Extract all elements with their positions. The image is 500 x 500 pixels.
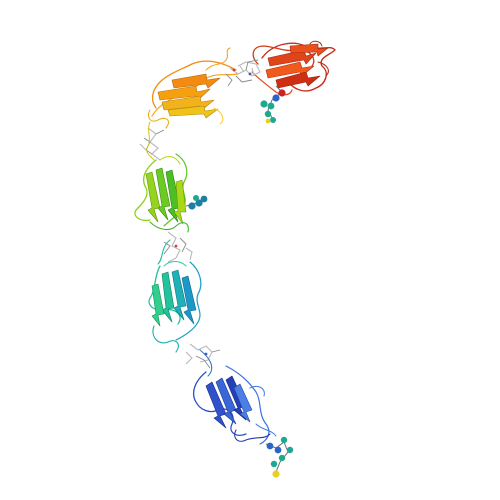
linker-sticks-3 [157, 231, 193, 265]
linker-sticks-4 [185, 343, 221, 377]
glycan-top [260, 85, 286, 124]
domain-2-orange [147, 47, 239, 129]
domain-5-blue [192, 365, 277, 445]
glycan-bottom [265, 436, 294, 478]
domain-3-green [134, 153, 189, 233]
linker-sticks-2 [139, 121, 165, 161]
linker-sticks-1 [225, 59, 261, 87]
domain-4-teal [148, 261, 202, 353]
glycan-middle [185, 195, 208, 210]
domain-1-red [251, 40, 336, 96]
